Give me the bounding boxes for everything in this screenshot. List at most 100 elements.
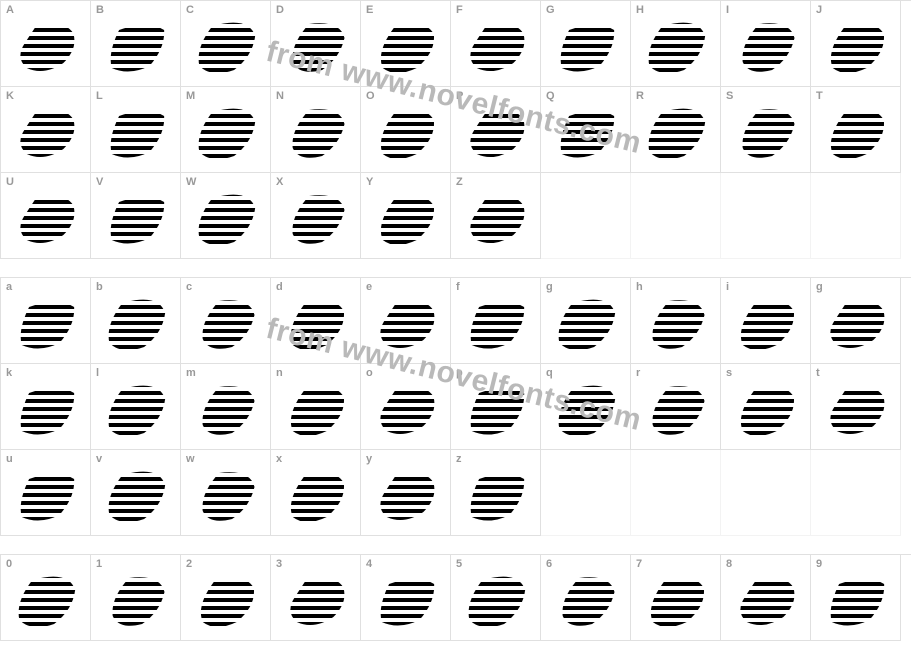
cell-label: B [96, 4, 104, 16]
glyph [101, 467, 171, 527]
glyph [731, 18, 801, 78]
cell-label: f [456, 281, 460, 293]
glyph-cell: k [1, 364, 91, 450]
glyph [101, 572, 171, 632]
glyph-cell: f [451, 278, 541, 364]
glyph [101, 18, 171, 78]
glyph [11, 190, 81, 250]
cell-label: G [546, 4, 555, 16]
glyph-cell: g [811, 278, 901, 364]
glyph [821, 104, 891, 164]
cell-label: r [636, 367, 640, 379]
glyph-cell: t [811, 364, 901, 450]
glyph-cell: 0 [1, 555, 91, 641]
cell-label: T [816, 90, 823, 102]
cell-label: l [96, 367, 99, 379]
cell-label: U [6, 176, 14, 188]
cell-label: R [636, 90, 644, 102]
glyph [11, 104, 81, 164]
glyph-cell: D [271, 1, 361, 87]
cell-label: y [366, 453, 372, 465]
glyph [551, 572, 621, 632]
cell-label: 6 [546, 558, 552, 570]
glyph-cell [541, 450, 631, 536]
cell-label: s [726, 367, 732, 379]
glyph-cell: I [721, 1, 811, 87]
cell-label: w [186, 453, 195, 465]
glyph-cell: T [811, 87, 901, 173]
cell-label: z [456, 453, 462, 465]
cell-label: H [636, 4, 644, 16]
cell-label: E [366, 4, 373, 16]
glyph [821, 572, 891, 632]
glyph-cell: 7 [631, 555, 721, 641]
cell-label: q [546, 367, 553, 379]
glyph [461, 381, 531, 441]
glyph-cell: i [721, 278, 811, 364]
glyph [11, 572, 81, 632]
glyph [551, 18, 621, 78]
glyph [821, 295, 891, 355]
glyph [371, 295, 441, 355]
cell-label: F [456, 4, 463, 16]
glyph-cell: c [181, 278, 271, 364]
glyph-grid-section: a b c d [0, 277, 911, 536]
glyph [281, 295, 351, 355]
glyph-cell: H [631, 1, 721, 87]
glyph-cell: N [271, 87, 361, 173]
cell-label: W [186, 176, 196, 188]
glyph-cell: 9 [811, 555, 901, 641]
cell-label: V [96, 176, 103, 188]
glyph-cell: y [361, 450, 451, 536]
glyph-cell: A [1, 1, 91, 87]
glyph-cell: w [181, 450, 271, 536]
glyph-cell: a [1, 278, 91, 364]
glyph-cell: 5 [451, 555, 541, 641]
glyph [641, 295, 711, 355]
glyph-cell: b [91, 278, 181, 364]
glyph-cell: S [721, 87, 811, 173]
glyph [281, 381, 351, 441]
glyph-cell: P [451, 87, 541, 173]
glyph-cell: n [271, 364, 361, 450]
cell-label: 0 [6, 558, 12, 570]
glyph [101, 190, 171, 250]
glyph [281, 467, 351, 527]
glyph [281, 190, 351, 250]
cell-label: 4 [366, 558, 372, 570]
glyph [731, 381, 801, 441]
glyph [191, 190, 261, 250]
glyph-cell [721, 173, 811, 259]
glyph-cell: 2 [181, 555, 271, 641]
cell-label: g [546, 281, 553, 293]
glyph-cell: o [361, 364, 451, 450]
cell-label: b [96, 281, 103, 293]
glyph [191, 295, 261, 355]
glyph [551, 104, 621, 164]
cell-label: i [726, 281, 729, 293]
glyph-cell: X [271, 173, 361, 259]
glyph-cell [721, 450, 811, 536]
glyph-cell: 3 [271, 555, 361, 641]
glyph [11, 295, 81, 355]
glyph [191, 104, 261, 164]
glyph [641, 104, 711, 164]
cell-label: 7 [636, 558, 642, 570]
glyph [371, 190, 441, 250]
glyph-cell [541, 173, 631, 259]
glyph [11, 381, 81, 441]
glyph [371, 572, 441, 632]
glyph-cell: v [91, 450, 181, 536]
glyph [191, 467, 261, 527]
glyph [191, 18, 261, 78]
cell-label: p [456, 367, 463, 379]
glyph-cell [811, 173, 901, 259]
glyph [101, 295, 171, 355]
glyph [461, 190, 531, 250]
glyph-cell: Z [451, 173, 541, 259]
glyph-cell: V [91, 173, 181, 259]
glyph-cell: J [811, 1, 901, 87]
glyph [101, 381, 171, 441]
cell-label: I [726, 4, 729, 16]
cell-label: 1 [96, 558, 102, 570]
